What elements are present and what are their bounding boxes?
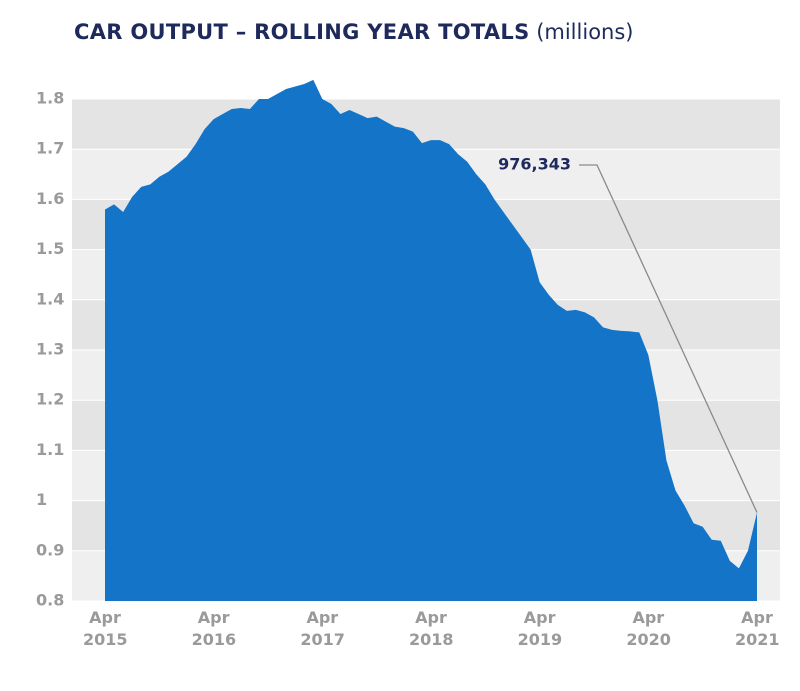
area (105, 79, 757, 601)
x-tick-label: Apr 2020 (626, 608, 671, 649)
y-tick-label: 1.8 (36, 89, 64, 108)
x-tick-label: Apr 2018 (409, 608, 454, 649)
x-tick-label: Apr 2015 (83, 608, 128, 649)
y-tick-label: 1.1 (36, 440, 64, 459)
annotation-line (579, 164, 758, 513)
y-tick-label: 1.7 (36, 139, 64, 158)
chart-title: CAR OUTPUT – ROLLING YEAR TOTALS (74, 20, 530, 44)
x-tick-label: Apr 2017 (300, 608, 345, 649)
y-tick-label: 0.8 (36, 591, 64, 610)
title-block: CAR OUTPUT – ROLLING YEAR TOTALS (millio… (74, 20, 633, 44)
y-tick-label: 0.9 (36, 540, 64, 559)
grid-band (72, 99, 780, 150)
y-tick-label: 1.6 (36, 189, 64, 208)
value-label: 976,343 (498, 155, 571, 174)
y-tick-label: 1.2 (36, 390, 64, 409)
chart-subtitle: (millions) (536, 20, 634, 44)
x-tick-label: Apr 2021 (735, 608, 780, 649)
y-tick-label: 1.4 (36, 289, 64, 308)
y-tick-label: 1.3 (36, 340, 64, 359)
y-tick-label: 1.5 (36, 239, 64, 258)
y-tick-label: 1 (36, 490, 47, 509)
x-tick-label: Apr 2016 (191, 608, 237, 649)
x-tick-label: Apr 2019 (517, 608, 563, 649)
